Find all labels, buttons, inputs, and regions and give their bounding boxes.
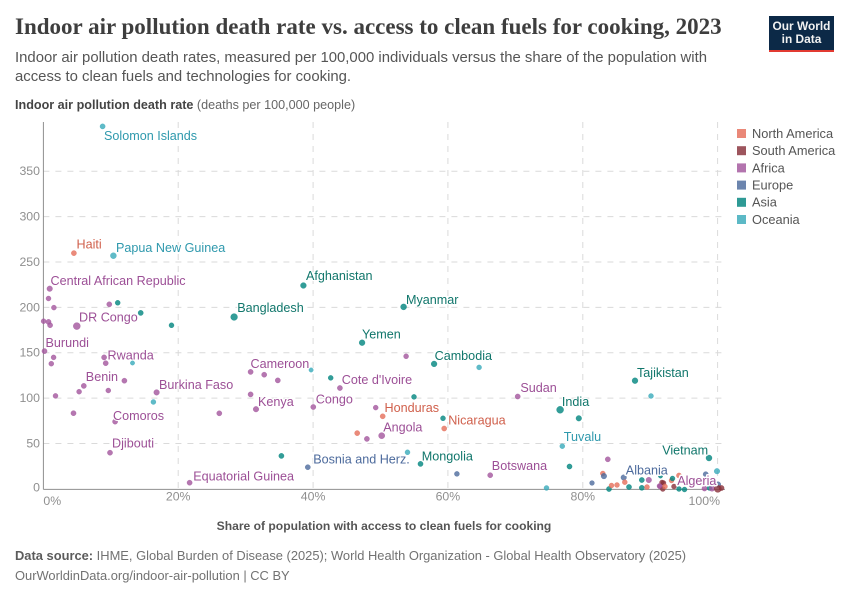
svg-text:Solomon Islands: Solomon Islands bbox=[104, 129, 197, 143]
svg-text:100%: 100% bbox=[689, 494, 721, 508]
svg-text:Tajikistan: Tajikistan bbox=[637, 366, 689, 380]
svg-text:150: 150 bbox=[19, 346, 40, 360]
svg-text:Cameroon: Cameroon bbox=[251, 357, 310, 371]
svg-text:Oceania: Oceania bbox=[752, 212, 801, 227]
svg-text:Algeria: Algeria bbox=[677, 474, 716, 488]
svg-text:DR Congo: DR Congo bbox=[79, 310, 138, 324]
svg-text:India: India bbox=[562, 395, 589, 409]
svg-text:Asia: Asia bbox=[752, 195, 778, 210]
svg-text:Rwanda: Rwanda bbox=[108, 349, 154, 363]
svg-text:Bangladesh: Bangladesh bbox=[237, 301, 304, 315]
svg-text:Mongolia: Mongolia bbox=[422, 449, 473, 463]
svg-text:80%: 80% bbox=[570, 490, 595, 504]
svg-text:200: 200 bbox=[19, 300, 40, 314]
svg-text:Bosnia and Herz.: Bosnia and Herz. bbox=[313, 452, 410, 466]
svg-text:Burundi: Burundi bbox=[46, 336, 89, 350]
svg-text:Kenya: Kenya bbox=[258, 395, 294, 409]
svg-text:North America: North America bbox=[752, 126, 834, 141]
svg-text:Honduras: Honduras bbox=[385, 401, 440, 415]
svg-text:Haiti: Haiti bbox=[77, 238, 102, 252]
svg-text:20%: 20% bbox=[166, 490, 191, 504]
svg-text:Myanmar: Myanmar bbox=[406, 293, 458, 307]
svg-text:Cote d'Ivoire: Cote d'Ivoire bbox=[342, 373, 412, 387]
svg-text:Tuvalu: Tuvalu bbox=[564, 430, 601, 444]
svg-text:Albania: Albania bbox=[626, 464, 668, 478]
svg-text:Central African Republic: Central African Republic bbox=[51, 274, 186, 288]
svg-text:South America: South America bbox=[752, 143, 836, 158]
svg-text:50: 50 bbox=[26, 436, 40, 450]
svg-text:Yemen: Yemen bbox=[362, 328, 401, 342]
svg-text:Botswana: Botswana bbox=[492, 459, 547, 473]
svg-text:Share of population with acces: Share of population with access to clean… bbox=[217, 519, 552, 533]
svg-text:60%: 60% bbox=[436, 490, 461, 504]
svg-text:0: 0 bbox=[33, 481, 40, 495]
svg-text:100: 100 bbox=[19, 391, 40, 405]
svg-text:40%: 40% bbox=[301, 490, 326, 504]
svg-text:Congo: Congo bbox=[316, 392, 353, 406]
svg-text:Sudan: Sudan bbox=[520, 381, 556, 395]
svg-text:Comoros: Comoros bbox=[113, 409, 164, 423]
svg-text:250: 250 bbox=[19, 255, 40, 269]
svg-text:300: 300 bbox=[19, 209, 40, 223]
svg-text:Vietnam: Vietnam bbox=[662, 443, 708, 457]
svg-text:Burkina Faso: Burkina Faso bbox=[159, 378, 233, 392]
svg-text:Afghanistan: Afghanistan bbox=[306, 269, 373, 283]
svg-text:Africa: Africa bbox=[752, 160, 786, 175]
svg-text:Papua New Guinea: Papua New Guinea bbox=[116, 241, 225, 255]
svg-text:Angola: Angola bbox=[383, 421, 422, 435]
svg-text:Nicaragua: Nicaragua bbox=[448, 413, 505, 427]
svg-text:0%: 0% bbox=[43, 494, 61, 508]
svg-text:Benin: Benin bbox=[86, 370, 118, 384]
svg-text:350: 350 bbox=[19, 164, 40, 178]
svg-text:Europe: Europe bbox=[752, 177, 793, 192]
svg-text:Equatorial Guinea: Equatorial Guinea bbox=[193, 469, 294, 483]
svg-text:Djibouti: Djibouti bbox=[112, 436, 154, 450]
svg-text:Cambodia: Cambodia bbox=[435, 349, 492, 363]
